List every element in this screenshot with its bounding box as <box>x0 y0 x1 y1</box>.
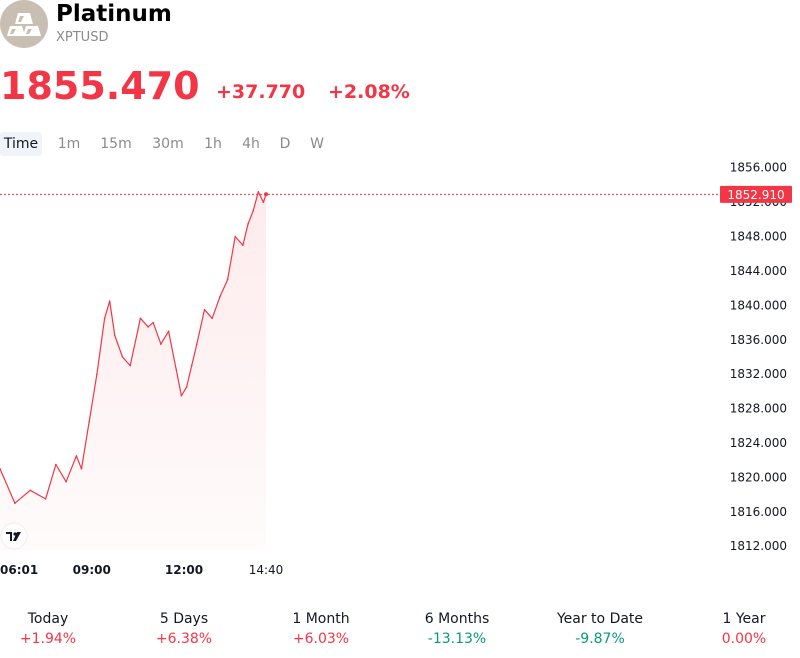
tab-15m[interactable]: 15m <box>100 136 132 152</box>
x-tick-label: 09:00 <box>73 563 111 577</box>
price-change-percent: +2.08% <box>328 81 410 103</box>
performance-bar: Today +1.94% 5 Days +6.38% 1 Month +6.03… <box>0 606 800 656</box>
perf-value: -13.13% <box>427 631 487 647</box>
price-point <box>185 386 188 388</box>
perf-1-month[interactable]: 1 Month +6.03% <box>256 606 386 646</box>
x-tick-label: 14:40 <box>249 563 284 577</box>
price-point <box>257 191 260 193</box>
price-point <box>55 463 57 466</box>
price-point <box>88 420 90 423</box>
price-point <box>234 235 236 238</box>
price-chart[interactable]: 1812.000 1816.000 1820.000 1824.000 1828.000… <box>0 160 800 590</box>
price-point <box>252 210 254 212</box>
perf-value: +6.38% <box>155 631 213 647</box>
price-point <box>167 330 170 332</box>
price-point <box>80 468 83 470</box>
perf-1-year[interactable]: 1 Year 0.00% <box>679 606 800 646</box>
price-point <box>247 222 249 225</box>
price-point <box>152 321 154 324</box>
symbol-header: Platinum XPTUSD <box>0 0 800 60</box>
price-point <box>190 364 193 367</box>
price-point <box>139 317 142 320</box>
x-tick-label: 06:01 <box>0 563 38 577</box>
perf-value: -9.87% <box>575 631 625 647</box>
price-point <box>14 502 16 505</box>
perf-6-months[interactable]: 6 Months -13.13% <box>392 606 522 646</box>
current-price-badge: 1852.910 <box>720 185 792 203</box>
y-tick-label: 1840.000 <box>730 298 787 312</box>
y-tick-label: 1844.000 <box>730 264 787 278</box>
perf-today[interactable]: Today +1.94% <box>0 606 113 646</box>
y-tick-label: 1816.000 <box>730 505 787 519</box>
price-point <box>262 201 265 203</box>
price-point <box>65 480 67 483</box>
perf-label: 1 Year <box>722 611 766 627</box>
price-point <box>75 455 78 457</box>
price-point <box>103 317 106 320</box>
price-point <box>44 498 47 500</box>
perf-value: 0.00% <box>721 631 767 647</box>
y-tick-label: 1824.000 <box>730 436 787 450</box>
price-point <box>121 356 124 358</box>
perf-label: Year to Date <box>556 611 644 627</box>
tab-30m[interactable]: 30m <box>152 136 184 152</box>
price-line <box>0 191 267 504</box>
price-points <box>0 191 268 505</box>
price-point <box>242 244 244 246</box>
perf-value: +6.03% <box>292 631 350 647</box>
tab-1m[interactable]: 1m <box>57 136 81 152</box>
price-point <box>175 369 178 371</box>
tab-d[interactable]: D <box>279 136 291 152</box>
symbol-ticker: XPTUSD <box>56 30 109 45</box>
y-tick-label: 1828.000 <box>730 402 787 416</box>
y-axis: 1812.000 1816.000 1820.000 1824.000 1828.000… <box>730 161 787 553</box>
symbol-name: Platinum <box>56 1 172 27</box>
perf-label: Today <box>27 611 69 627</box>
y-tick-label: 1820.000 <box>730 470 787 484</box>
quote-row: 1855.470 +37.770 +2.08% <box>0 64 800 108</box>
perf-value: +1.94% <box>19 631 77 647</box>
perf-label: 6 Months <box>424 611 490 627</box>
tab-1h[interactable]: 1h <box>204 136 222 152</box>
perf-label: 5 Days <box>159 611 209 627</box>
tab-time[interactable]: Time <box>0 132 42 156</box>
price-point <box>180 394 183 397</box>
tab-4h[interactable]: 4h <box>242 136 260 152</box>
price-point <box>211 317 213 320</box>
perf-5-days[interactable]: 5 Days +6.38% <box>119 606 249 646</box>
price-point <box>147 326 149 328</box>
current-price-label: 1852.910 <box>727 188 784 202</box>
tradingview-logo-icon[interactable] <box>0 522 28 550</box>
price-point <box>0 468 1 470</box>
price-point <box>226 278 229 281</box>
perf-label: 1 Month <box>292 611 350 627</box>
last-price: 1855.470 <box>0 64 200 108</box>
price-area-fill <box>0 191 266 551</box>
y-tick-label: 1812.000 <box>730 539 787 553</box>
price-point <box>108 300 111 302</box>
price-point <box>29 489 32 492</box>
price-point <box>160 343 162 345</box>
y-tick-label: 1856.000 <box>730 161 787 175</box>
price-point <box>96 373 98 375</box>
y-tick-label: 1832.000 <box>730 367 787 381</box>
y-tick-label: 1848.000 <box>730 230 787 244</box>
price-point <box>219 296 221 298</box>
price-point <box>203 308 206 311</box>
y-tick-label: 1836.000 <box>730 333 787 347</box>
platinum-bars-icon <box>0 0 48 48</box>
x-tick-label: 12:00 <box>165 563 203 577</box>
x-axis: 06:01 09:00 12:00 14:40 <box>0 563 283 577</box>
tab-w[interactable]: W <box>310 136 324 152</box>
perf-year-to-date[interactable]: Year to Date -9.87% <box>535 606 665 646</box>
price-point <box>196 343 198 345</box>
price-point <box>114 334 116 337</box>
price-point <box>129 364 131 367</box>
price-change: +37.770 <box>216 81 306 103</box>
